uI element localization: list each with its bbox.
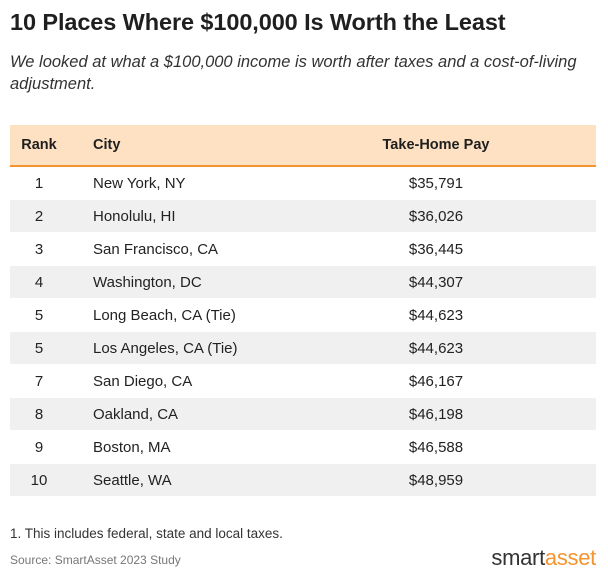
take-home-pay-cell: $36,026 bbox=[408, 207, 464, 225]
logo-text-smart: smart bbox=[491, 545, 545, 570]
rank-cell: 3 bbox=[34, 240, 44, 258]
take-home-pay-cell: $44,307 bbox=[408, 273, 464, 291]
table-row: 8 Oakland, CA $46,198 bbox=[10, 398, 596, 431]
rank-cell: 5 bbox=[34, 339, 44, 357]
take-home-pay-cell: $36,445 bbox=[408, 240, 464, 258]
city-cell: Washington, DC bbox=[93, 273, 202, 291]
city-cell: Oakland, CA bbox=[93, 405, 179, 423]
take-home-pay-cell: $46,198 bbox=[408, 405, 464, 423]
rank-cell: 9 bbox=[34, 438, 44, 456]
rank-cell: 4 bbox=[34, 273, 44, 291]
take-home-pay-cell: $35,791 bbox=[408, 174, 464, 192]
rank-cell: 10 bbox=[30, 471, 48, 489]
column-header-city: City bbox=[93, 137, 121, 153]
source-note: Source: SmartAsset 2023 Study bbox=[10, 553, 181, 567]
city-cell: San Diego, CA bbox=[93, 372, 193, 390]
column-header-rank: Rank bbox=[21, 137, 57, 153]
take-home-pay-cell: $48,959 bbox=[408, 471, 464, 489]
logo-text-asset: asset bbox=[544, 545, 596, 570]
take-home-pay-cell: $46,588 bbox=[408, 438, 464, 456]
column-header-take-home-pay: Take-Home Pay bbox=[382, 137, 490, 153]
take-home-pay-cell: $46,167 bbox=[408, 372, 464, 390]
rank-cell: 1 bbox=[34, 174, 44, 192]
rank-cell: 5 bbox=[34, 306, 44, 324]
table-row: 4 Washington, DC $44,307 bbox=[10, 266, 596, 299]
table-header: Rank City Take-Home Pay bbox=[10, 125, 596, 167]
city-cell: Los Angeles, CA (Tie) bbox=[93, 339, 238, 357]
data-table: Rank City Take-Home Pay 1 New York, NY $35… bbox=[10, 125, 596, 497]
table-row: 2 Honolulu, HI $36,026 bbox=[10, 200, 596, 233]
city-cell: New York, NY bbox=[93, 174, 186, 192]
table-row: 3 San Francisco, CA $36,445 bbox=[10, 233, 596, 266]
city-cell: Honolulu, HI bbox=[93, 207, 176, 225]
page-title: 10 Places Where $100,000 Is Worth the Le… bbox=[10, 9, 506, 35]
smartasset-logo: smartasset bbox=[491, 545, 596, 571]
table-row: 5 Los Angeles, CA (Tie) $44,623 bbox=[10, 332, 596, 365]
subtitle: We looked at what a $100,000 income is w… bbox=[10, 53, 577, 93]
rank-cell: 7 bbox=[34, 372, 44, 390]
table-row: 9 Boston, MA $46,588 bbox=[10, 431, 596, 464]
city-cell: Boston, MA bbox=[93, 438, 171, 456]
take-home-pay-cell: $44,623 bbox=[408, 339, 464, 357]
rank-cell: 2 bbox=[34, 207, 44, 225]
take-home-pay-cell: $44,623 bbox=[408, 306, 464, 324]
rank-cell: 8 bbox=[34, 405, 44, 423]
footnote: 1. This includes federal, state and loca… bbox=[10, 526, 283, 541]
table-row: 1 New York, NY $35,791 bbox=[10, 167, 596, 200]
city-cell: Long Beach, CA (Tie) bbox=[93, 306, 236, 324]
table-row: 7 San Diego, CA $46,167 bbox=[10, 365, 596, 398]
table-body: 1 New York, NY $35,791 2 Honolulu, HI $36,026… bbox=[10, 167, 596, 497]
table-row: 5 Long Beach, CA (Tie) $44,623 bbox=[10, 299, 596, 332]
city-cell: Seattle, WA bbox=[93, 471, 172, 489]
city-cell: San Francisco, CA bbox=[93, 240, 219, 258]
table-row: 10 Seattle, WA $48,959 bbox=[10, 464, 596, 497]
